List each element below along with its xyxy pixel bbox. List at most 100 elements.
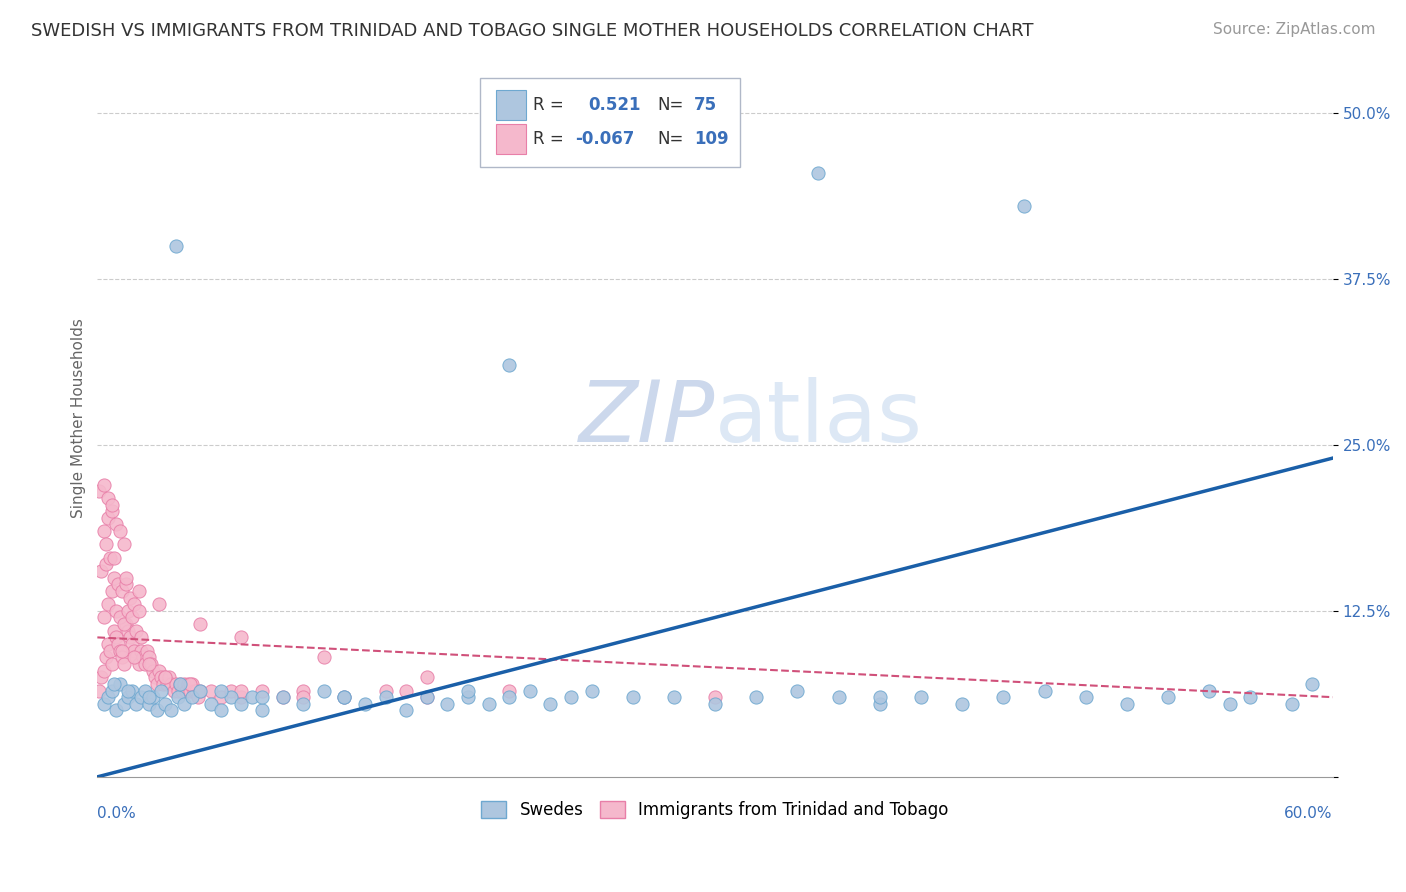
Text: R =: R = <box>533 95 564 114</box>
Point <box>231 683 253 698</box>
Point <box>112 537 135 551</box>
Point <box>104 703 127 717</box>
Point <box>869 697 891 711</box>
Point <box>183 683 205 698</box>
Point <box>1012 199 1035 213</box>
Text: SWEDISH VS IMMIGRANTS FROM TRINIDAD AND TOBAGO SINGLE MOTHER HOUSEHOLDS CORRELAT: SWEDISH VS IMMIGRANTS FROM TRINIDAD AND … <box>31 22 1033 40</box>
Point <box>292 690 315 705</box>
Text: N=: N= <box>657 95 683 114</box>
Point <box>292 697 315 711</box>
Point <box>103 624 125 638</box>
Point <box>125 650 148 665</box>
Point <box>103 571 125 585</box>
Point <box>1219 697 1241 711</box>
Text: -0.067: -0.067 <box>575 130 636 148</box>
Point <box>457 683 479 698</box>
Point <box>477 697 499 711</box>
Point <box>166 683 188 698</box>
Point <box>121 683 143 698</box>
Point <box>97 637 120 651</box>
Point <box>89 683 111 698</box>
Point <box>155 670 177 684</box>
Point <box>124 597 146 611</box>
Point <box>209 683 232 698</box>
Point <box>104 631 127 645</box>
Text: N=: N= <box>657 130 683 148</box>
Point <box>170 683 193 698</box>
Point <box>117 624 139 638</box>
Point <box>704 697 727 711</box>
Point <box>1074 690 1097 705</box>
Point <box>1157 690 1180 705</box>
Point <box>174 683 197 698</box>
Point <box>146 703 169 717</box>
Point <box>108 677 131 691</box>
Point <box>124 643 146 657</box>
Point <box>112 697 135 711</box>
Point <box>786 683 808 698</box>
Point <box>179 683 201 698</box>
Point <box>188 683 211 698</box>
Point <box>117 683 139 698</box>
Point <box>93 697 115 711</box>
Text: 60.0%: 60.0% <box>1284 805 1333 821</box>
Point <box>115 571 138 585</box>
Point <box>108 610 131 624</box>
Point <box>1033 683 1056 698</box>
Point <box>112 617 135 632</box>
Point <box>93 524 115 538</box>
Point <box>312 683 335 698</box>
Point <box>188 683 211 698</box>
Point <box>704 690 727 705</box>
Point <box>165 238 187 252</box>
Point <box>200 697 222 711</box>
Point <box>333 690 356 705</box>
Text: 75: 75 <box>695 95 717 114</box>
Point <box>457 690 479 705</box>
Point <box>186 683 208 698</box>
Point <box>160 703 183 717</box>
Point <box>162 683 184 698</box>
Point <box>135 643 157 657</box>
Point <box>112 657 135 671</box>
Point <box>120 631 142 645</box>
Text: R =: R = <box>533 130 564 148</box>
Point <box>869 690 891 705</box>
Point <box>181 677 204 691</box>
Point <box>100 504 122 518</box>
Point <box>89 484 111 499</box>
Point <box>121 610 143 624</box>
Point <box>519 683 541 698</box>
Point <box>142 690 165 705</box>
Point <box>134 657 156 671</box>
Point <box>138 697 160 711</box>
Point <box>97 511 120 525</box>
Point <box>910 690 932 705</box>
Point <box>104 517 127 532</box>
Point <box>121 637 143 651</box>
Point <box>231 697 253 711</box>
Text: ZIP: ZIP <box>579 376 716 459</box>
Point <box>807 165 830 179</box>
Point <box>292 683 315 698</box>
Point <box>100 683 122 698</box>
Point <box>179 677 201 691</box>
Point <box>150 683 173 698</box>
Point <box>97 491 120 505</box>
Point <box>498 690 520 705</box>
Point <box>271 690 294 705</box>
Point <box>169 677 191 691</box>
Point <box>142 664 165 678</box>
Point <box>219 683 242 698</box>
Point <box>90 670 112 684</box>
Point <box>108 643 131 657</box>
Point <box>120 591 142 605</box>
Point <box>209 690 232 705</box>
Point <box>117 604 139 618</box>
Point <box>560 690 582 705</box>
Point <box>115 577 138 591</box>
Point <box>98 643 121 657</box>
Y-axis label: Single Mother Households: Single Mother Households <box>72 318 86 518</box>
Point <box>187 690 209 705</box>
Point <box>231 690 253 705</box>
